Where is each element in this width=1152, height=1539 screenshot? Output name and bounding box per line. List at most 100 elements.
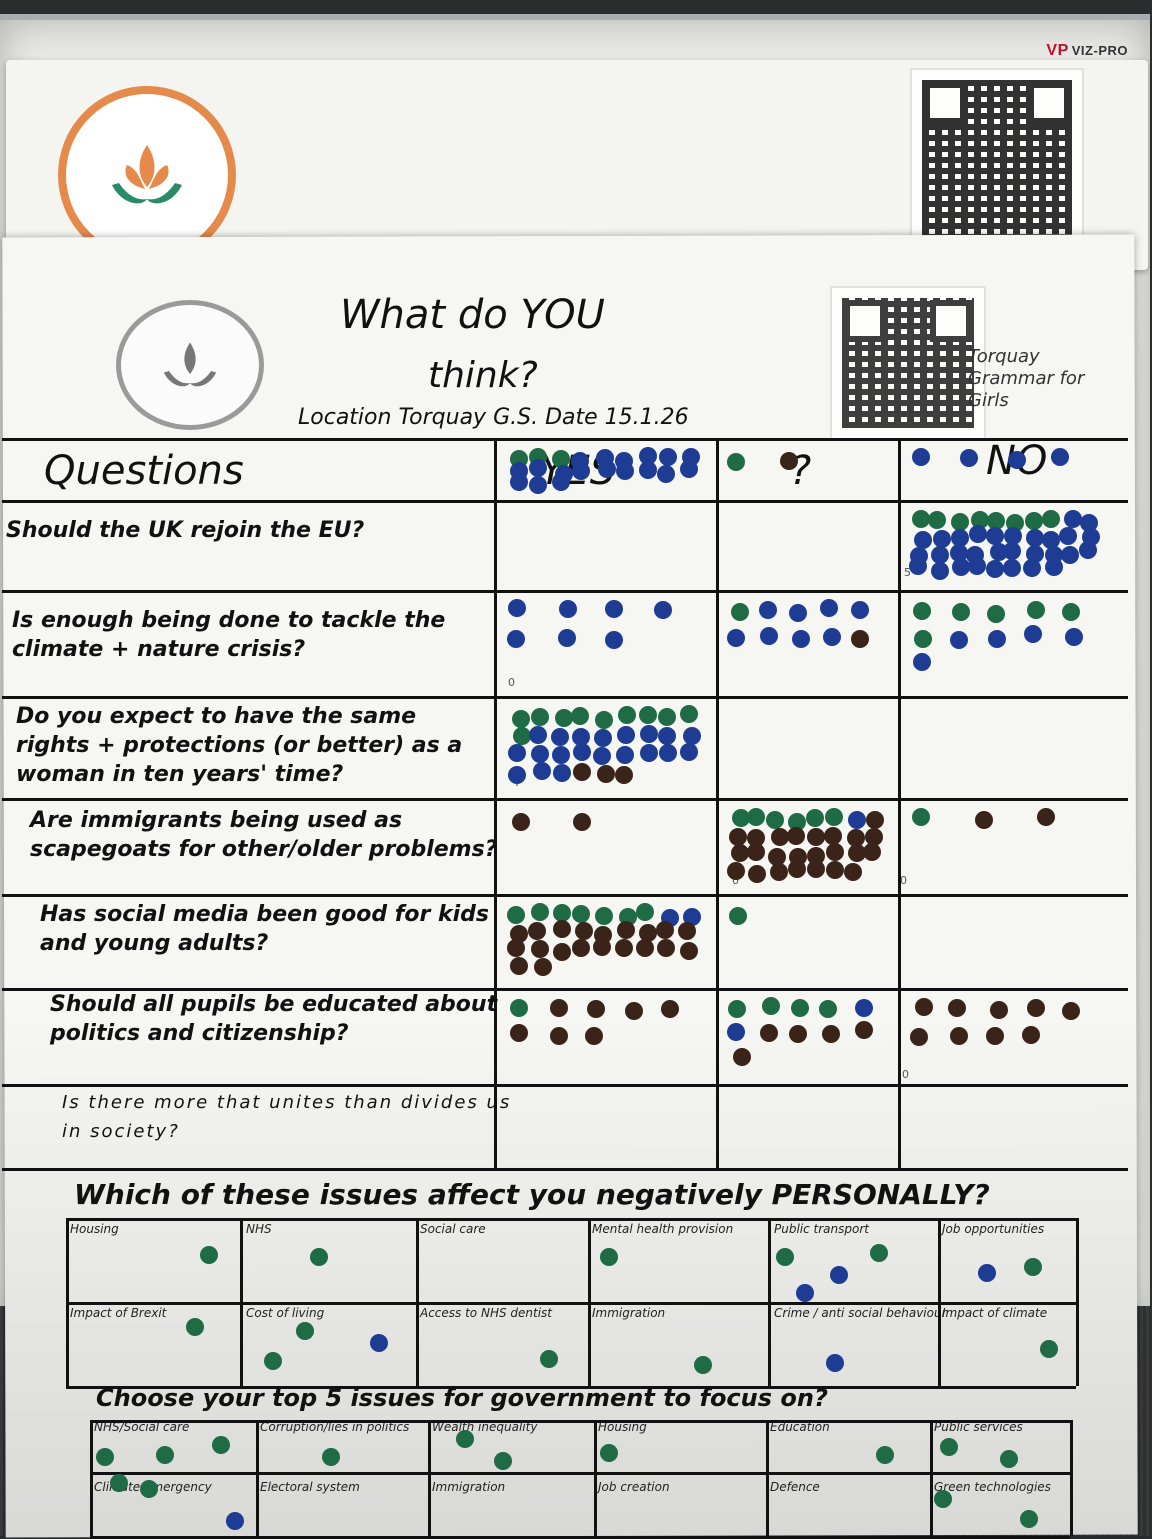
vote-dot-blue xyxy=(1026,545,1045,564)
table-hline-5 xyxy=(2,894,1128,897)
vote-dot-blue xyxy=(605,630,624,649)
vote-dot-brown xyxy=(806,860,825,879)
personal-vline-6 xyxy=(1076,1218,1079,1386)
vote-dot-green xyxy=(952,603,971,622)
issue-vote-dot-blue xyxy=(226,1512,244,1530)
top5-issue-label: Job creation xyxy=(598,1480,670,1494)
vote-dot-blue xyxy=(988,629,1006,648)
vote-dot-green xyxy=(595,710,614,729)
vote-dot-brown xyxy=(730,844,749,863)
top5-vline-3 xyxy=(594,1420,597,1536)
vote-dot-brown xyxy=(821,1024,840,1043)
tally-row4-no: 0 xyxy=(900,874,907,887)
vote-dot-green xyxy=(617,705,636,724)
vote-dot-brown xyxy=(728,828,747,846)
vote-dot-blue xyxy=(592,747,611,766)
vote-dot-blue xyxy=(1079,541,1098,560)
vote-dot-blue xyxy=(550,727,569,746)
vote-dot-blue xyxy=(911,448,930,467)
vote-dot-blue xyxy=(950,543,969,562)
issue-vote-dot-green xyxy=(310,1248,328,1266)
vote-dot-green xyxy=(790,998,809,1017)
vote-dot-brown xyxy=(509,957,528,976)
top5-vline-6 xyxy=(1070,1420,1073,1536)
vote-dot-blue xyxy=(931,561,950,580)
vote-dot-blue xyxy=(1081,527,1100,546)
issue-vote-dot-green xyxy=(870,1244,888,1262)
personal-issue-label: Cost of living xyxy=(246,1306,325,1320)
personal-issue-label: Housing xyxy=(70,1222,119,1236)
vote-dot-brown xyxy=(533,958,552,977)
vote-dot-blue xyxy=(759,601,778,620)
personal-issue-label: Impact of Brexit xyxy=(70,1306,167,1320)
vote-dot-blue xyxy=(912,653,931,672)
table-hline-6 xyxy=(2,988,1128,991)
location-date-line: Location Torquay G.S. Date 15.1.26 xyxy=(298,405,689,430)
table-hline-3 xyxy=(2,696,1128,699)
personal-issue-label: Impact of climate xyxy=(942,1306,1048,1320)
vote-dot-blue xyxy=(909,557,928,576)
issue-vote-dot-green xyxy=(156,1446,174,1464)
vote-dot-green xyxy=(639,706,658,724)
vote-dot-brown xyxy=(771,828,790,847)
vote-dot-brown xyxy=(1061,1001,1080,1020)
table-hline-2 xyxy=(2,590,1128,593)
vote-dot-green xyxy=(911,509,930,528)
vote-dot-blue xyxy=(760,627,779,646)
vote-dot-brown xyxy=(989,1001,1008,1020)
vote-dot-brown xyxy=(910,1027,929,1046)
vote-dot-blue xyxy=(594,729,613,748)
top5-vline-1 xyxy=(256,1420,259,1536)
vote-dot-brown xyxy=(635,938,654,957)
question-4: Are immigrants being used as scapegoats … xyxy=(30,808,498,862)
title-line-1: What do YOU xyxy=(340,292,605,338)
top5-issue-label: Housing xyxy=(598,1420,647,1434)
question-1: Should the UK rejoin the EU? xyxy=(6,518,365,543)
issue-vote-dot-green xyxy=(110,1474,128,1492)
issue-vote-dot-green xyxy=(540,1350,558,1368)
vote-dot-green xyxy=(912,808,931,827)
title-line-2: think? xyxy=(428,355,538,396)
vote-dot-blue xyxy=(1065,628,1084,647)
vote-dot-brown xyxy=(531,940,550,959)
personal-hline-2 xyxy=(66,1386,1076,1389)
date-label: Date xyxy=(545,405,598,430)
vote-dot-green xyxy=(731,602,750,621)
vote-dot-blue xyxy=(914,530,933,549)
vote-dot-brown xyxy=(552,942,571,961)
personal-vline-3 xyxy=(588,1218,591,1386)
vote-dot-blue xyxy=(507,599,526,617)
vote-dot-brown xyxy=(807,827,826,846)
vote-dot-brown xyxy=(574,922,593,941)
vote-dot-brown xyxy=(512,812,531,831)
vote-dot-brown xyxy=(509,1024,528,1043)
vote-dot-green xyxy=(971,510,990,529)
vote-dot-blue xyxy=(571,461,590,480)
table-vline-2 xyxy=(898,440,901,1168)
hands-plant-grey-icon xyxy=(163,342,217,387)
issue-vote-dot-blue xyxy=(796,1284,814,1302)
vote-dot-green xyxy=(571,707,590,726)
vote-dot-brown xyxy=(854,1020,873,1039)
issue-vote-dot-green xyxy=(96,1448,114,1466)
vote-dot-blue xyxy=(572,743,591,762)
vote-dot-green xyxy=(511,709,530,728)
vote-dot-brown xyxy=(678,921,697,940)
vote-dot-blue xyxy=(1060,545,1079,564)
vote-dot-green xyxy=(762,997,781,1016)
vote-dot-green xyxy=(679,705,698,724)
vote-dot-green xyxy=(507,905,525,924)
vote-dot-blue xyxy=(529,459,548,478)
question-2: Is enough being done to tackle the clima… xyxy=(12,608,446,662)
vote-dot-blue xyxy=(1063,509,1082,528)
vote-dot-blue xyxy=(854,998,873,1017)
vote-dot-green xyxy=(986,604,1005,623)
vote-dot-brown xyxy=(732,1048,751,1067)
vote-dot-blue xyxy=(989,542,1008,561)
issue-vote-dot-green xyxy=(1020,1510,1038,1528)
vote-dot-blue xyxy=(791,630,810,649)
issue-vote-dot-green xyxy=(1040,1340,1058,1358)
vote-dot-brown xyxy=(617,920,636,939)
top5-issue-label: Defence xyxy=(770,1480,820,1494)
vote-dot-blue xyxy=(653,601,672,620)
